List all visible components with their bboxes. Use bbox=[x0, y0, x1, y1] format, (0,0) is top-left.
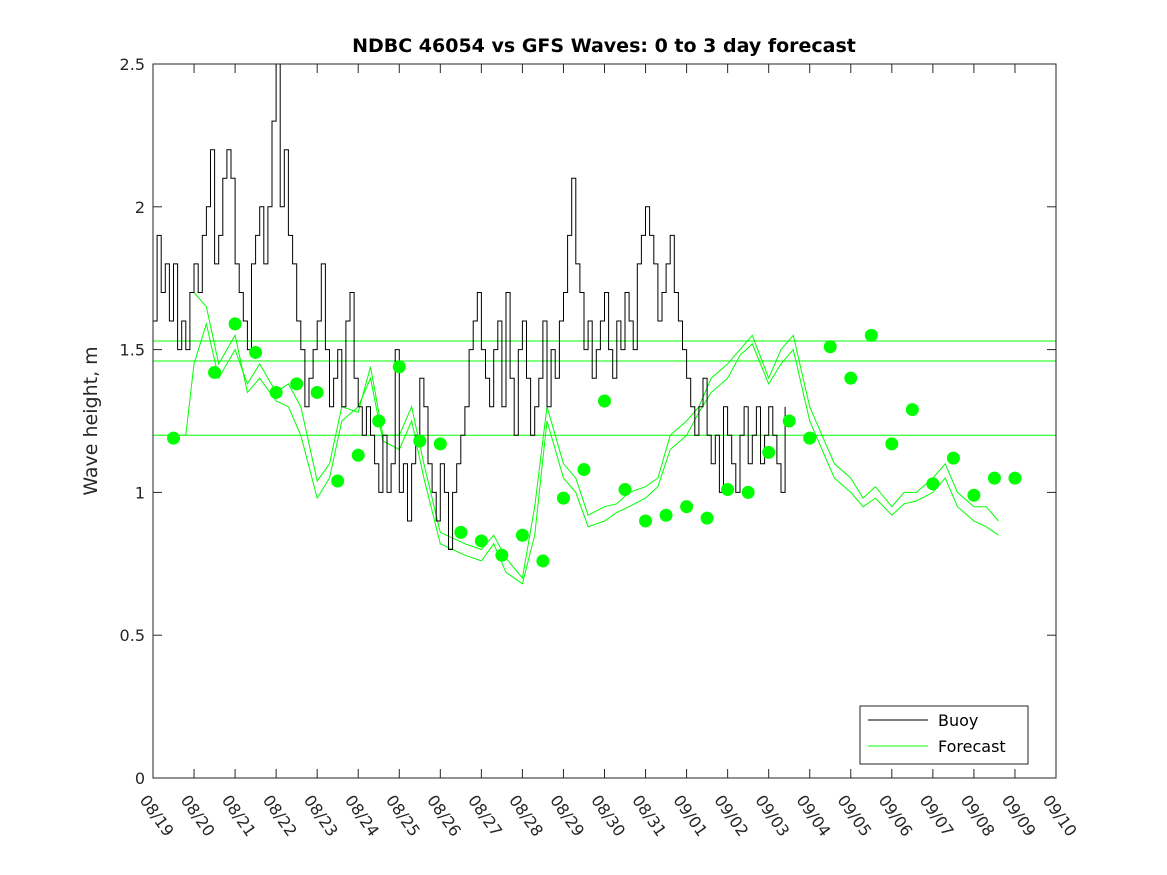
forecast-point bbox=[433, 437, 447, 451]
y-tick-label: 2.5 bbox=[120, 55, 145, 74]
x-tick-label: 08/27 bbox=[464, 791, 506, 840]
forecast-point bbox=[331, 474, 345, 488]
forecast-point bbox=[495, 548, 509, 562]
plot-area bbox=[153, 64, 1056, 585]
forecast-point bbox=[782, 414, 796, 428]
y-tick-label: 2 bbox=[135, 198, 145, 217]
x-tick-label: 09/03 bbox=[751, 791, 793, 840]
forecast-point bbox=[618, 483, 632, 497]
forecast-point bbox=[536, 554, 550, 568]
x-tick-label: 09/07 bbox=[916, 791, 958, 840]
x-tick-label: 08/28 bbox=[505, 791, 547, 840]
forecast-point bbox=[310, 385, 324, 399]
forecast-point bbox=[823, 340, 837, 354]
chart-title: NDBC 46054 vs GFS Waves: 0 to 3 day fore… bbox=[352, 35, 856, 57]
forecast-point bbox=[351, 448, 365, 462]
y-tick-label: 1.5 bbox=[120, 341, 145, 360]
legend: Buoy Forecast bbox=[859, 705, 1029, 765]
forecast-point bbox=[598, 394, 611, 408]
forecast-point bbox=[290, 377, 304, 391]
x-tick-label: 09/04 bbox=[792, 791, 834, 840]
x-tick-label: 08/26 bbox=[423, 791, 465, 840]
forecast-point bbox=[249, 345, 263, 359]
forecast-point bbox=[741, 485, 755, 499]
x-tick-label: 09/02 bbox=[710, 791, 752, 840]
forecast-point bbox=[474, 534, 488, 548]
forecast-point bbox=[413, 434, 427, 448]
forecast-point bbox=[577, 463, 591, 477]
forecast-point bbox=[946, 451, 960, 465]
forecast-point bbox=[372, 414, 386, 428]
forecast-point bbox=[762, 445, 776, 459]
forecast-point bbox=[905, 403, 919, 417]
forecast-point bbox=[864, 328, 878, 342]
forecast-point bbox=[721, 483, 735, 497]
forecast-point bbox=[167, 431, 181, 445]
x-tick-label: 08/22 bbox=[259, 791, 301, 840]
forecast-point bbox=[967, 488, 981, 502]
y-tick-label: 0 bbox=[135, 769, 145, 788]
forecast-point bbox=[987, 471, 1001, 485]
y-axis-label: Wave height, m bbox=[80, 346, 102, 495]
forecast-line-0 bbox=[173, 321, 999, 580]
forecast-point bbox=[885, 437, 899, 451]
x-tick-label: 08/29 bbox=[546, 791, 588, 840]
forecast-point bbox=[926, 477, 940, 491]
legend-buoy-label: Buoy bbox=[938, 711, 978, 730]
forecast-point bbox=[208, 365, 222, 379]
x-tick-label: 08/31 bbox=[628, 791, 670, 840]
x-tick-label: 08/21 bbox=[218, 791, 260, 840]
y-tick-label: 0.5 bbox=[120, 626, 145, 645]
legend-box bbox=[859, 705, 1029, 765]
forecast-point bbox=[639, 514, 653, 528]
buoy-line bbox=[153, 64, 786, 550]
x-tick-label: 09/06 bbox=[875, 791, 917, 840]
forecast-point bbox=[1008, 471, 1022, 485]
x-tick-label: 09/01 bbox=[669, 791, 711, 840]
legend-forecast-label: Forecast bbox=[938, 737, 1006, 756]
forecast-point bbox=[844, 371, 858, 385]
forecast-point bbox=[680, 500, 694, 514]
forecast-point bbox=[556, 491, 570, 505]
x-tick-label: 09/08 bbox=[957, 791, 999, 840]
forecast-point bbox=[269, 385, 283, 399]
forecast-point bbox=[700, 511, 714, 525]
forecast-point bbox=[454, 525, 468, 539]
forecast-point bbox=[515, 528, 529, 542]
forecast-line-1 bbox=[193, 292, 999, 585]
x-tick-label: 08/24 bbox=[341, 791, 383, 840]
x-tick-label: 08/19 bbox=[136, 791, 178, 840]
x-tick-label: 08/20 bbox=[177, 791, 219, 840]
forecast-point bbox=[803, 431, 817, 445]
x-tick-label: 08/25 bbox=[382, 791, 424, 840]
forecast-point bbox=[392, 360, 406, 374]
y-tick-label: 1 bbox=[135, 483, 145, 502]
x-tick-label: 08/23 bbox=[300, 791, 342, 840]
x-tick-label: 09/10 bbox=[1039, 791, 1081, 840]
x-tick-label: 09/05 bbox=[833, 791, 875, 840]
x-tick-label: 09/09 bbox=[998, 791, 1040, 840]
forecast-point bbox=[659, 508, 673, 522]
forecast-point bbox=[228, 317, 242, 331]
x-tick-label: 08/30 bbox=[587, 791, 629, 840]
